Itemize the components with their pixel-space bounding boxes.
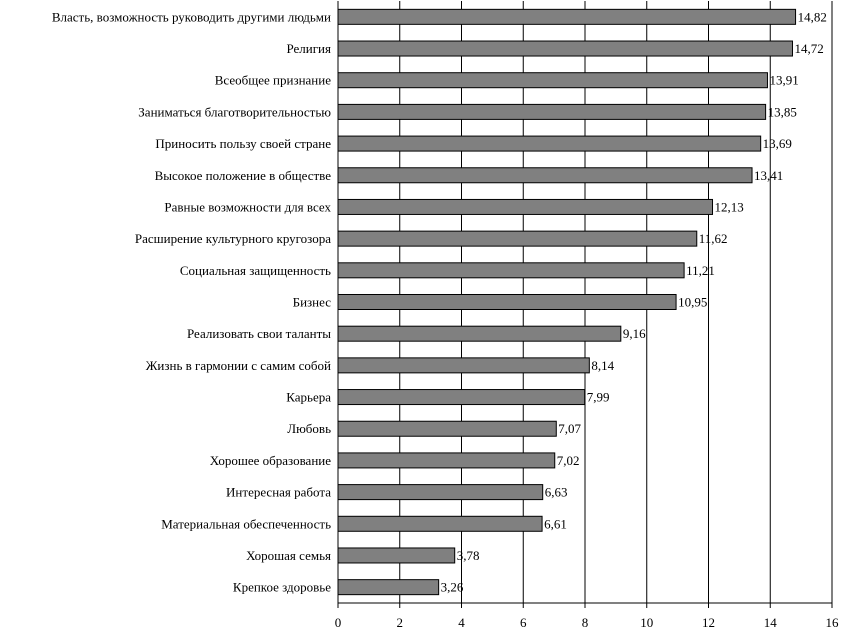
bar <box>337 484 544 501</box>
bar <box>337 135 762 152</box>
bar <box>337 230 698 247</box>
value-label: 6,63 <box>545 485 568 500</box>
tick-label: 16 <box>826 615 840 630</box>
category-labels: Власть, возможность руководить другими л… <box>52 9 332 594</box>
category-label: Крепкое здоровье <box>233 580 331 595</box>
value-label: 13,41 <box>754 168 783 183</box>
category-label: Заниматься благотворительностью <box>138 104 331 119</box>
category-label: Бизнес <box>293 295 332 310</box>
value-label: 10,95 <box>678 295 707 310</box>
tick-label: 6 <box>520 615 527 630</box>
category-label: Интересная работа <box>226 485 331 500</box>
bar <box>337 325 622 342</box>
bar <box>337 72 768 89</box>
bar <box>337 103 767 120</box>
value-label: 13,85 <box>768 104 797 119</box>
category-label: Хорошее образование <box>210 453 331 468</box>
category-label: Равные возможности для всех <box>164 199 331 214</box>
bar <box>337 167 753 184</box>
category-label: Реализовать свои таланты <box>187 326 331 341</box>
bar <box>337 452 556 469</box>
value-label: 14,82 <box>798 9 827 24</box>
category-label: Всеобщее признание <box>215 73 331 88</box>
tick-label: 0 <box>335 615 342 630</box>
value-label: 3,26 <box>441 580 464 595</box>
tick-label: 10 <box>640 615 653 630</box>
bar <box>337 262 685 279</box>
value-label: 11,21 <box>686 263 715 278</box>
bar <box>337 198 714 215</box>
bar <box>337 579 440 596</box>
bar <box>337 8 797 25</box>
bar <box>337 357 590 374</box>
x-axis: 0 2 4 6 8 10 12 14 16 <box>335 1 839 630</box>
bar <box>337 40 793 57</box>
tick-label: 12 <box>702 615 715 630</box>
tick-label: 14 <box>764 615 778 630</box>
value-label: 7,02 <box>557 453 580 468</box>
value-label: 12,13 <box>715 199 744 214</box>
value-label: 6,61 <box>544 516 567 531</box>
category-label: Материальная обеспеченность <box>161 516 331 531</box>
value-label: 11,62 <box>699 231 728 246</box>
tick-label: 8 <box>582 615 589 630</box>
value-label: 8,14 <box>591 358 614 373</box>
value-label: 7,07 <box>558 421 581 436</box>
category-label: Религия <box>286 41 331 56</box>
category-label: Власть, возможность руководить другими л… <box>52 9 331 24</box>
bar <box>337 547 456 564</box>
bar <box>337 294 677 310</box>
bar <box>337 389 586 406</box>
value-label: 14,72 <box>794 41 823 56</box>
category-label: Расширение культурного кругозора <box>135 231 331 246</box>
tick-label: 4 <box>458 615 465 630</box>
bars <box>337 8 797 596</box>
category-label: Любовь <box>287 421 331 436</box>
value-label: 7,99 <box>587 390 610 405</box>
category-label: Социальная защищенность <box>180 263 331 278</box>
category-label: Высокое положение в обществе <box>155 168 332 183</box>
category-label: Хорошая семья <box>246 548 331 563</box>
category-label: Карьера <box>286 390 331 405</box>
value-labels: 14,82 14,72 13,91 13,85 13,69 13,41 12,13 11,62… <box>441 9 827 594</box>
bar <box>337 420 557 437</box>
category-label: Жизнь в гармонии с самим собой <box>146 358 331 373</box>
value-label: 9,16 <box>623 326 646 341</box>
bar <box>337 515 543 532</box>
value-label: 3,78 <box>457 548 480 563</box>
value-label: 13,69 <box>763 136 792 151</box>
value-label: 13,91 <box>769 73 798 88</box>
tick-label: 2 <box>397 615 404 630</box>
category-label: Приносить пользу своей стране <box>155 136 331 151</box>
